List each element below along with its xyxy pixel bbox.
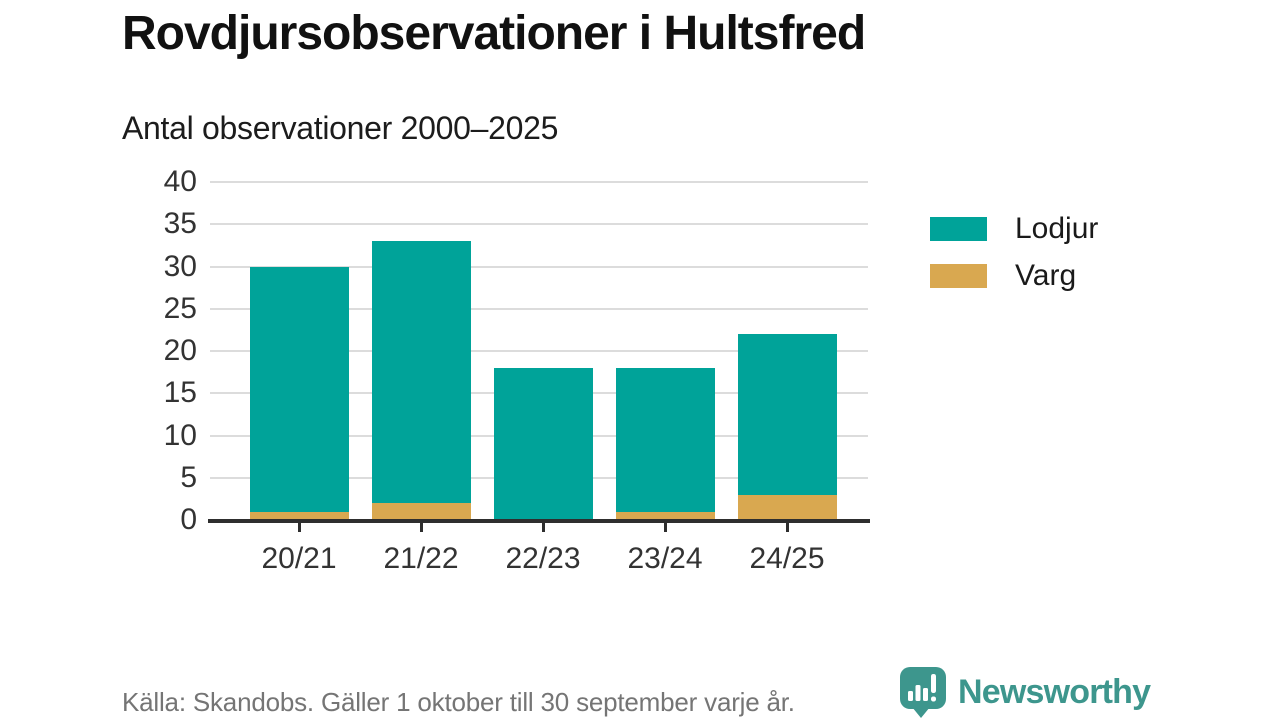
x-axis-category-label: 20/21 [261, 542, 337, 575]
x-axis-line [208, 519, 870, 523]
gridline-25 [210, 308, 868, 310]
legend-swatch-varg [930, 264, 987, 288]
legend-label: Varg [1015, 259, 1077, 292]
gridline-35 [210, 223, 868, 225]
bar-segment-varg-24/25 [738, 495, 837, 520]
bar-segment-varg-20/21 [250, 512, 349, 520]
x-axis-tick [298, 523, 301, 532]
legend-label: Lodjur [1015, 212, 1099, 245]
bar-segment-lodjur-24/25 [738, 334, 837, 495]
newsworthy-speech-bubble-chart-icon [900, 667, 946, 718]
bar-segment-varg-21/22 [372, 503, 471, 520]
chart-title: Rovdjursobservationer i Hultsfred [122, 7, 866, 60]
bar-segment-lodjur-21/22 [372, 241, 471, 503]
bar-segment-lodjur-22/23 [494, 368, 593, 520]
y-axis-tick-label: 0 [180, 503, 197, 536]
source-note: Källa: Skandobs. Gäller 1 oktober till 3… [122, 687, 795, 717]
bar-segment-lodjur-23/24 [616, 368, 715, 512]
x-axis-category-label: 23/24 [627, 542, 703, 575]
gridline-20 [210, 350, 868, 352]
y-axis-tick-label: 20 [163, 334, 197, 367]
gridline-40 [210, 181, 868, 183]
y-axis-tick-label: 10 [163, 419, 197, 452]
y-axis-tick-label: 15 [163, 376, 197, 409]
gridline-30 [210, 266, 868, 268]
y-axis-tick-label: 40 [163, 165, 197, 198]
x-axis-tick [542, 523, 545, 532]
chart-subtitle: Antal observationer 2000–2025 [122, 110, 559, 146]
bar-segment-lodjur-20/21 [250, 267, 349, 512]
x-axis-tick [786, 523, 789, 532]
newsworthy-wordmark: Newsworthy [958, 673, 1151, 711]
y-axis-tick-label: 35 [163, 207, 197, 240]
legend-swatch-lodjur [930, 217, 987, 241]
x-axis-category-label: 24/25 [749, 542, 825, 575]
x-axis-tick [420, 523, 423, 532]
newsworthy-logo: Newsworthy [899, 666, 1151, 718]
x-axis-tick [664, 523, 667, 532]
y-axis-tick-label: 25 [163, 292, 197, 325]
legend-item-varg: Varg [930, 259, 1098, 292]
y-axis-tick-label: 30 [163, 250, 197, 283]
x-axis-category-label: 21/22 [383, 542, 459, 575]
legend: Lodjur Varg [930, 212, 1099, 292]
y-axis-tick-label: 5 [180, 461, 197, 494]
x-axis-category-label: 22/23 [505, 542, 581, 575]
legend-item-lodjur: Lodjur [930, 212, 1099, 245]
bar-segment-varg-23/24 [616, 512, 715, 520]
